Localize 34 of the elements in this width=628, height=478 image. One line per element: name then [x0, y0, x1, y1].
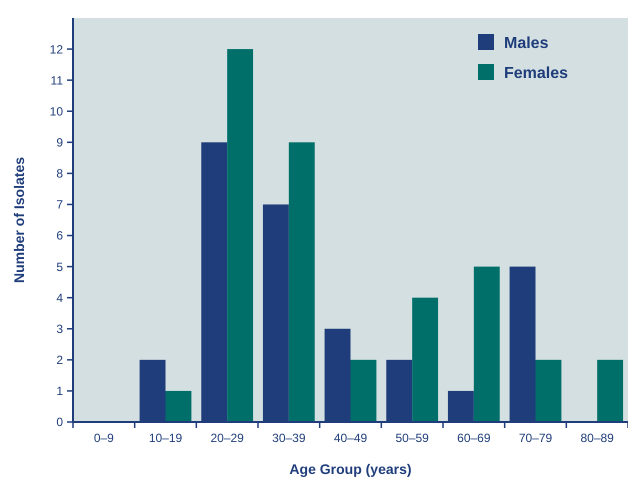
bar — [350, 360, 376, 422]
bar — [412, 298, 438, 422]
bar — [288, 142, 315, 422]
y-tick-label: 11 — [50, 73, 64, 88]
bar — [597, 360, 624, 422]
y-tick-label: 10 — [50, 104, 64, 118]
y-tick-label: 12 — [50, 42, 64, 56]
y-tick-label: 4 — [56, 290, 64, 305]
x-tick-label: 0–9 — [94, 431, 114, 445]
y-tick-label: 1 — [56, 384, 64, 398]
x-tick-label: 10–19 — [148, 431, 183, 445]
y-axis-title: Number of Isolates — [11, 156, 27, 284]
y-tick-label: 3 — [56, 322, 64, 336]
x-tick-label: 80–89 — [580, 431, 614, 445]
x-tick-label: 70–79 — [518, 431, 553, 445]
y-tick-label: 8 — [56, 166, 64, 181]
legend-label: Females — [504, 65, 568, 82]
x-tick-label: 30–39 — [272, 431, 306, 445]
bar — [536, 360, 562, 422]
bar — [227, 49, 254, 422]
x-tick-label: 40–49 — [334, 431, 368, 445]
x-axis-title: Age Group (years) — [289, 461, 412, 477]
x-tick-label: 50–59 — [395, 431, 430, 445]
bar — [474, 266, 500, 422]
y-tick-label: 2 — [56, 353, 64, 368]
legend-label: Males — [504, 35, 549, 52]
y-tick-label: 0 — [56, 415, 64, 430]
y-tick-label: 5 — [56, 260, 64, 274]
x-tick-label: 20–29 — [210, 431, 244, 445]
y-tick-label: 9 — [56, 136, 64, 150]
y-tick-label: 6 — [56, 228, 64, 243]
bar — [166, 390, 192, 422]
y-tick-label: 7 — [56, 198, 64, 212]
x-tick-label: 60–69 — [457, 431, 491, 445]
